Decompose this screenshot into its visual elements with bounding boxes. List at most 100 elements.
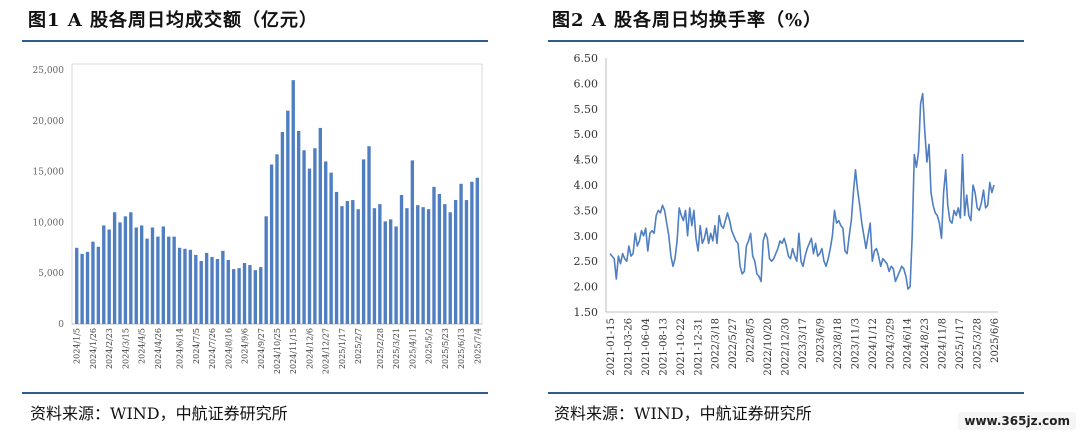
bar	[275, 154, 279, 324]
y-tick-label: 5.00	[574, 128, 599, 141]
x-tick-label: 2021-08-13	[658, 318, 669, 376]
bar	[324, 161, 328, 324]
bar	[302, 150, 306, 324]
figure-1-title: 图1 A 股各周日均成交额（亿元）	[28, 10, 319, 31]
bar	[329, 172, 333, 324]
x-tick-label: 2024/1/5	[73, 328, 82, 364]
x-tick-label: 2024/1/26	[89, 328, 98, 369]
figure-2-panel: 图2 A 股各周日均换手率（%） 1.50 2.00 2.50 3.00 3.50 4.0…	[540, 0, 1080, 436]
y-tick-label: 5.50	[574, 103, 599, 116]
bar	[345, 201, 350, 324]
y-tick-label: 6.50	[574, 52, 599, 65]
figure-1-source: 资料来源：WIND，中航证券研究所	[30, 404, 288, 423]
bar	[410, 160, 415, 324]
bar	[96, 246, 101, 324]
bar	[123, 216, 128, 324]
bar	[475, 177, 479, 324]
x-tick-label: 2022/5/27	[728, 318, 739, 369]
x-tick-label: 2021-03-26	[623, 318, 634, 376]
bar	[405, 208, 409, 324]
x-tick-label: 2021-12-31	[693, 318, 704, 376]
y-tick-label: 4.50	[574, 154, 599, 167]
bar	[177, 247, 182, 324]
bar	[372, 208, 377, 324]
bar	[383, 221, 387, 324]
x-tick-label: 2024/4/26	[154, 328, 163, 369]
bar	[237, 268, 241, 324]
bar	[313, 148, 317, 324]
bar	[107, 229, 111, 324]
x-tick-label: 2024/2/23	[105, 328, 114, 369]
bar	[356, 209, 360, 324]
bar	[210, 256, 214, 324]
x-tick-label: 2022/10/20	[763, 318, 774, 376]
bar	[139, 225, 144, 324]
x-tick-label: 2021-06-04	[641, 318, 652, 376]
y-tick-label: 5,000	[38, 269, 64, 279]
bar	[129, 212, 133, 324]
y-tick-label: 3.50	[574, 204, 599, 217]
y-tick-label: 6.00	[574, 77, 599, 90]
x-tick-label: 2025/5/23	[441, 328, 450, 369]
bar	[464, 200, 469, 324]
x-tick-label: 2025/6/13	[457, 328, 466, 369]
x-tick-label: 2024/7/5	[192, 328, 201, 364]
x-tick-label: 2024/12/6	[305, 328, 314, 369]
bar	[156, 236, 160, 324]
bar	[318, 127, 322, 324]
x-tick-label: 2024/6/14	[903, 318, 914, 369]
bar	[296, 130, 301, 324]
bar	[432, 186, 436, 324]
x-tick-label: 2025/3/28	[973, 318, 984, 369]
x-tick-label: 2024/10/25	[273, 328, 282, 374]
bar	[204, 252, 209, 324]
y-tick-label: 15,000	[33, 168, 65, 178]
y-tick-label: 3.00	[574, 230, 599, 243]
x-tick-label: 2024/3/29	[885, 318, 896, 369]
bar	[199, 261, 203, 324]
x-tick-label: 2024/11/15	[289, 328, 298, 374]
bar	[437, 193, 442, 324]
x-tick-label: 2021-10-22	[676, 318, 687, 376]
y-tick-label: 1.50	[574, 306, 599, 319]
bar	[259, 267, 263, 324]
x-tick-label: 2024/8/23	[920, 318, 931, 369]
bar	[269, 164, 274, 324]
bar	[378, 204, 382, 324]
bar	[172, 236, 176, 324]
x-tick-label: 2025/2/7	[354, 328, 363, 364]
x-tick-label: 2024/4/5	[138, 328, 147, 364]
bar	[470, 181, 474, 324]
bar	[102, 225, 106, 324]
x-tick-label: 2025/4/11	[408, 328, 417, 369]
bar	[334, 191, 339, 324]
figure-1-bottom-rule	[22, 392, 488, 394]
bar	[453, 200, 458, 324]
bar	[361, 159, 366, 324]
turnover-line	[609, 92, 995, 290]
bar	[167, 236, 171, 324]
x-tick-label: 2023/8/18	[833, 318, 844, 369]
x-tick-label: 2025/2/28	[376, 328, 385, 369]
x-tick-label: 2024/6/14	[176, 328, 185, 369]
bar	[248, 265, 252, 324]
bar	[340, 206, 344, 324]
bar	[161, 226, 165, 324]
x-tick-label: 2025/3/21	[392, 328, 401, 369]
bar	[85, 251, 90, 324]
bar	[286, 110, 290, 324]
bar	[394, 226, 398, 324]
y-tick-label: 0	[58, 320, 64, 330]
bar	[448, 212, 452, 324]
figure-2-line-chart: 1.50 2.00 2.50 3.00 3.50 4.00 4.50 5.00 5.50 6.00…	[574, 52, 1002, 376]
x-tick-label: 2023/11/3	[850, 318, 861, 369]
bar	[291, 80, 295, 324]
x-tick-label: 2025/1/17	[955, 318, 966, 369]
x-tick-label: 2024/1/12	[868, 318, 879, 369]
x-tick-label: 2025/1/17	[338, 328, 347, 369]
bar	[264, 216, 268, 324]
figure-2-source: 资料来源：WIND，中航证券研究所	[554, 404, 812, 423]
bar	[459, 183, 463, 324]
x-tick-label: 2025/6/6	[990, 318, 1001, 363]
bar	[75, 247, 79, 324]
